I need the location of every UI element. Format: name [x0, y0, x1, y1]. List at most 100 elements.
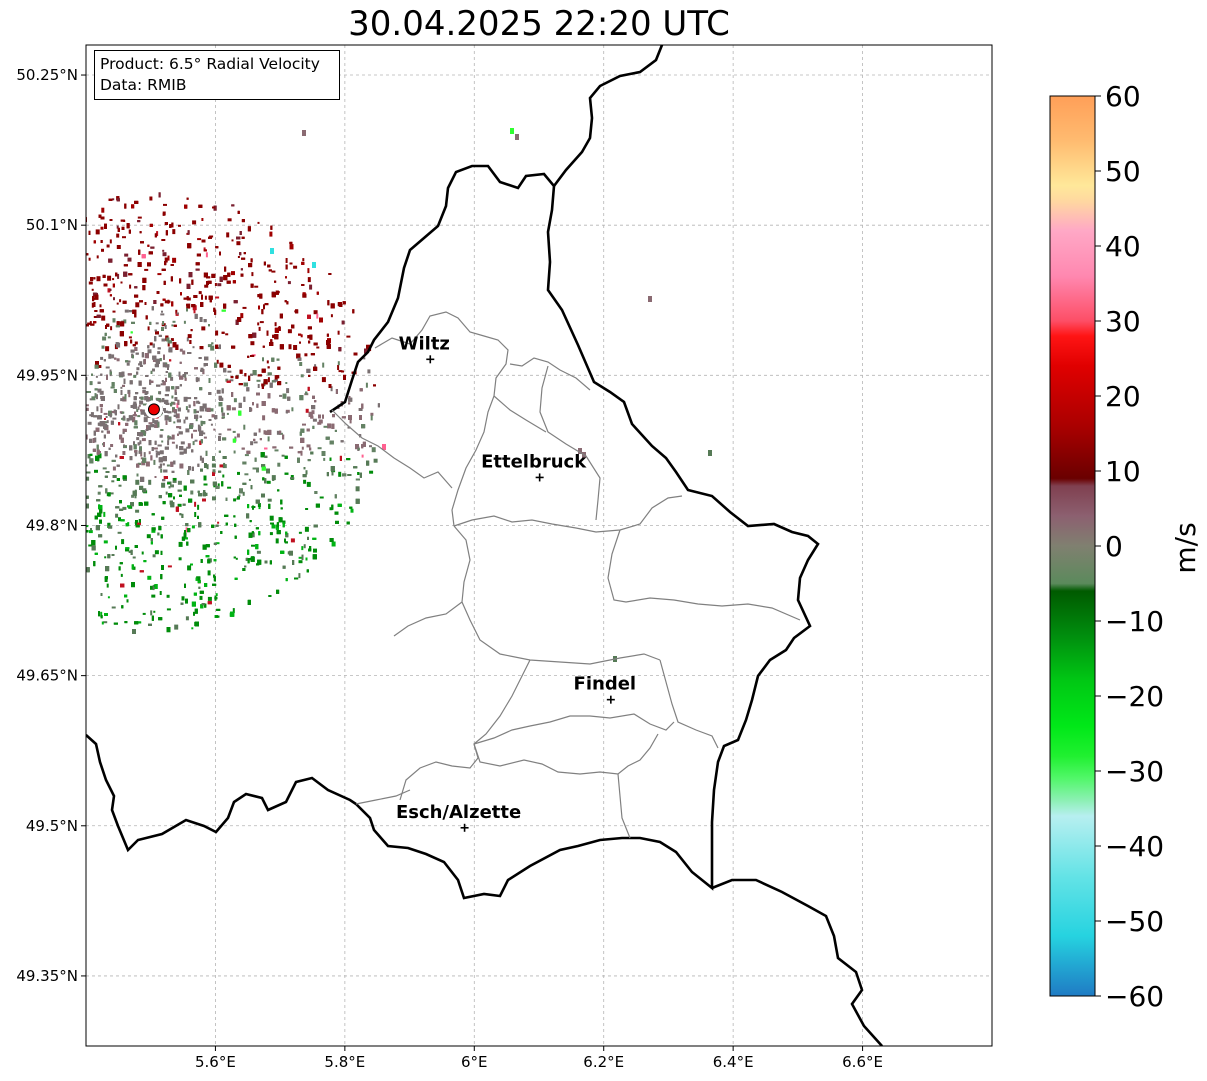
echo-pixel [56, 288, 60, 293]
echo-pixel [208, 392, 212, 395]
echo-pixel [44, 413, 47, 416]
echo-pixel [310, 451, 314, 455]
echo-pixel [160, 550, 163, 555]
echo-pixel [361, 444, 364, 449]
echo-pixel [266, 468, 270, 474]
echo-pixel [44, 502, 46, 504]
echo-pixel [151, 594, 156, 598]
echo-pixel [91, 302, 94, 308]
echo-pixel [124, 341, 128, 347]
echo-pixel [142, 457, 147, 463]
echo-pixel [316, 313, 319, 319]
echo-pixel [76, 472, 79, 477]
echo-pixel [5, 451, 9, 455]
echo-pixel [24, 543, 27, 545]
echo-pixel [199, 346, 204, 350]
echo-pixel [139, 361, 143, 366]
echo-pixel [310, 353, 315, 356]
echo-pixel [6, 564, 10, 568]
echo-pixel [56, 263, 60, 265]
echo-pixel [285, 409, 290, 413]
echo-pixel [67, 305, 70, 310]
echo-pixel [341, 416, 346, 419]
echo-pixel [147, 345, 150, 349]
echo-pixel [60, 405, 63, 407]
echo-pixel [134, 450, 137, 453]
echo-pixel [51, 336, 53, 340]
echo-pixel [326, 333, 329, 337]
echo-pixel [13, 332, 16, 335]
echo-pixel [65, 503, 67, 506]
echo-pixel [212, 206, 216, 209]
echo-pixel [10, 335, 13, 339]
echo-pixel [77, 443, 80, 447]
echo-pixel [100, 356, 104, 360]
echo-pixel [28, 264, 32, 266]
echo-pixel [49, 296, 52, 300]
echo-pixel [60, 595, 63, 598]
echo-pixel [203, 403, 206, 407]
echo-pixel [53, 541, 57, 544]
echo-pixel [58, 454, 61, 458]
echo-pixel [361, 403, 364, 409]
echo-pixel [193, 401, 196, 407]
echo-pixel [179, 446, 184, 451]
echo-pixel [73, 614, 76, 616]
echo-pixel [258, 506, 261, 510]
echo-pixel [38, 534, 41, 539]
echo-pixel [309, 334, 313, 340]
echo-pixel [261, 383, 265, 387]
echo-pixel [5, 530, 7, 533]
echo-pixel [187, 243, 192, 249]
echo-pixel [164, 261, 167, 266]
echo-pixel [296, 353, 301, 359]
echo-pixel [215, 524, 219, 527]
echo-pixel [26, 395, 30, 398]
echo-pixel [134, 545, 138, 548]
echo-pixel [51, 486, 55, 491]
echo-pixel [120, 281, 123, 284]
echo-pixel [31, 386, 33, 388]
echo-pixel [176, 426, 180, 429]
echo-pixel [144, 353, 149, 359]
echo-pixel [246, 450, 251, 454]
echo-pixel [197, 238, 202, 241]
echo-pixel [17, 432, 20, 437]
echo-pixel [23, 467, 26, 471]
echo-pixel [255, 499, 260, 504]
echo-pixel [14, 250, 17, 252]
echo-pixel [162, 463, 165, 466]
echo-pixel [99, 508, 103, 514]
echo-pixel [92, 296, 95, 302]
echo-pixel [223, 275, 228, 281]
echo-pixel [68, 601, 70, 606]
echo-pixel [29, 432, 33, 437]
echo-pixel [175, 386, 180, 390]
echo-pixel [50, 314, 54, 316]
echo-pixel [236, 433, 240, 438]
echo-pixel [215, 296, 220, 299]
echo-pixel [135, 479, 140, 485]
echo-pixel [18, 344, 22, 348]
echo-pixel [115, 506, 120, 509]
echo-pixel [56, 462, 58, 465]
echo-pixel [305, 408, 309, 413]
echo-pixel [307, 314, 311, 319]
echo-pixel [198, 586, 201, 589]
echo-pixel [24, 272, 27, 277]
echo-pixel [38, 266, 40, 270]
echo-pixel [9, 312, 12, 314]
echo-pixel [59, 398, 63, 403]
echo-pixel [6, 564, 10, 568]
echo-pixel [28, 508, 30, 512]
echo-pixel [37, 274, 41, 277]
echo-pixel [165, 491, 168, 495]
echo-pixel [142, 387, 147, 390]
echo-pixel [125, 422, 129, 426]
echo-pixel [63, 315, 66, 320]
echo-pixel [38, 392, 42, 396]
figure-title: 30.04.2025 22:20 UTC [348, 4, 730, 44]
echo-pixel [147, 326, 150, 331]
echo-pixel [266, 360, 269, 364]
echo-pixel [29, 307, 31, 309]
